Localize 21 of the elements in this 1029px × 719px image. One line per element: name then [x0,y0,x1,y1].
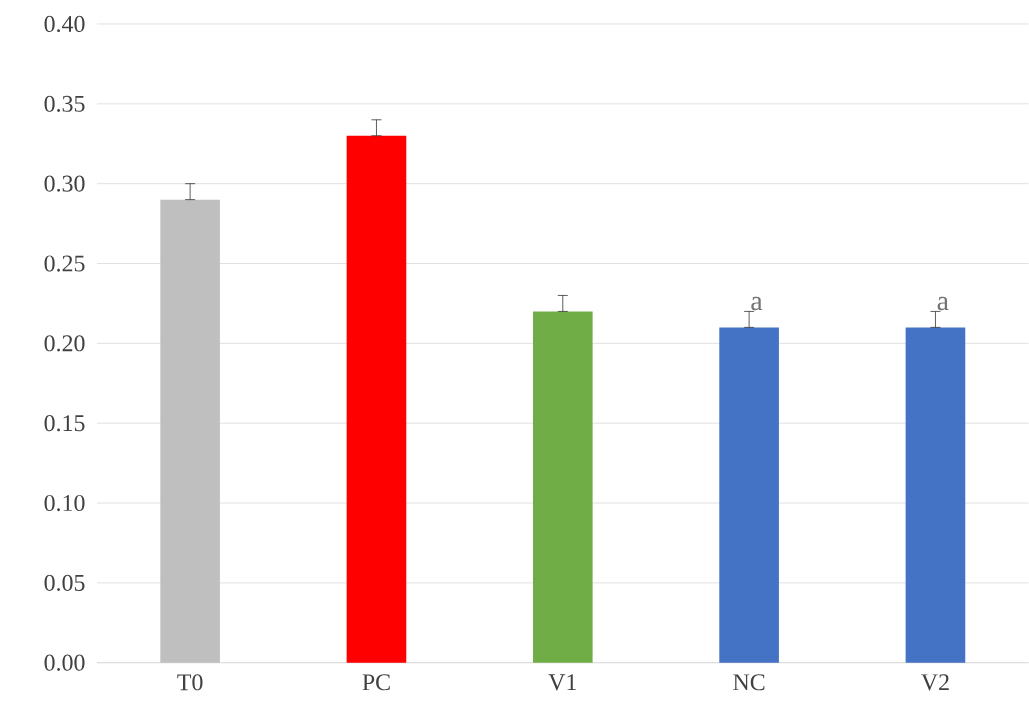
x-tick-label: V2 [921,674,949,691]
bar [160,199,220,663]
annotation: a [937,296,949,311]
y-tick-label: 0.35 [44,95,85,113]
y-tick-label: 0.00 [44,654,85,671]
y-tick-label: 0.20 [44,335,85,352]
x-tick-label: V1 [548,674,576,691]
bar [346,135,407,663]
bar [905,327,966,663]
y-tick-label: 0.25 [44,255,85,272]
x-tick-label: NC [733,674,765,691]
bar [719,327,779,663]
y-tick-label: 0.30 [44,175,85,192]
bar [532,311,593,663]
x-tick-label: PC [362,674,390,691]
y-tick-label: 0.10 [44,495,85,512]
annotation: a [751,296,763,311]
y-tick-label: 0.40 [44,15,85,33]
y-tick-label: 0.05 [44,574,85,592]
y-tick-label: 0.15 [44,415,85,432]
x-tick-label: T0 [177,674,203,691]
